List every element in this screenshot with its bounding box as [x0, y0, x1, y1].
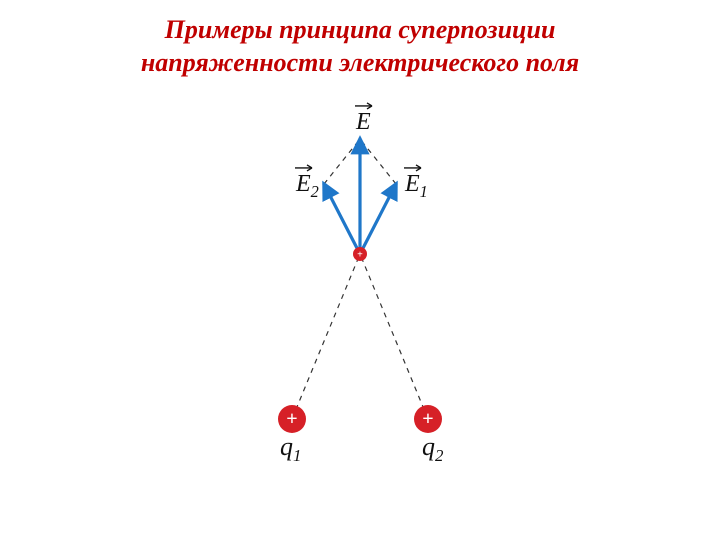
- title-line1: Примеры принципа суперпозиции: [165, 15, 556, 44]
- svg-text:E: E: [355, 109, 371, 135]
- svg-text:E1: E1: [404, 171, 428, 201]
- ray-q1: [292, 254, 360, 419]
- parallelogram-edge-left: [324, 139, 360, 184]
- label-E1: E1: [404, 165, 428, 201]
- label-E2: E2: [295, 165, 319, 201]
- title-line2: напряженности электрического поля: [141, 48, 579, 77]
- superposition-diagram: + + + E E1 E2 q1 q2: [180, 79, 540, 499]
- vector-E2: [324, 184, 360, 254]
- charge-q2-plus: +: [422, 408, 433, 430]
- svg-text:E2: E2: [295, 171, 319, 201]
- charge-q1-plus: +: [286, 408, 297, 430]
- parallelogram-edge-right: [360, 139, 396, 184]
- vector-E1: [360, 184, 396, 254]
- ray-q2: [360, 254, 428, 419]
- diagram-container: + + + E E1 E2 q1 q2: [0, 79, 720, 499]
- label-E: E: [355, 103, 372, 135]
- test-charge-plus: +: [357, 250, 363, 261]
- page-title: Примеры принципа суперпозиции напряженно…: [0, 0, 720, 79]
- label-q1: q1: [280, 432, 301, 465]
- label-q2: q2: [422, 432, 444, 465]
